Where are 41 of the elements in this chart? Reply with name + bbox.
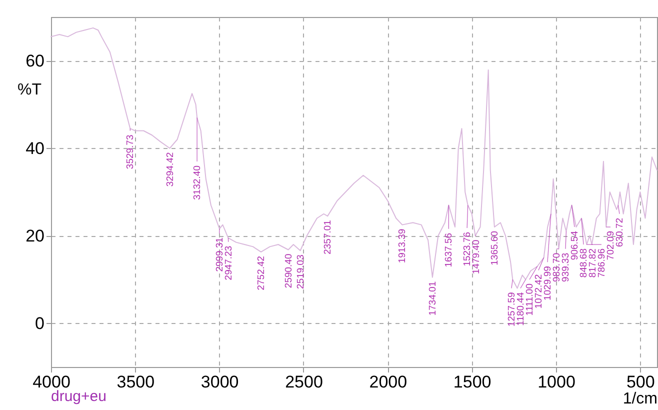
x-tick-label: 1000: [538, 372, 576, 392]
x-axis-title: 1/cm: [622, 390, 658, 408]
annotation: 939.33: [560, 252, 572, 282]
annotation: 1913.39: [397, 228, 408, 264]
annotation: 2590.40: [283, 254, 294, 288]
annotation: 2357.01: [322, 220, 334, 254]
annotation: 786.96: [596, 248, 608, 278]
annotation: 1523.76: [462, 232, 474, 266]
annotation: 1734.01: [427, 281, 438, 316]
annotation: 848.68: [578, 248, 590, 278]
annotation: 983.70: [551, 252, 562, 282]
annotation: 1111.00: [524, 284, 536, 316]
annotation: 1637.56: [444, 232, 455, 268]
annotation: 1479.40: [471, 240, 482, 274]
annotation: 2519.03: [295, 254, 306, 289]
annotation: 1180.44: [515, 292, 526, 326]
annotation: 702.09: [605, 231, 616, 260]
x-tick-label: 500: [626, 372, 655, 392]
annotation: 817.82: [587, 248, 598, 278]
annotation: 2752.42: [256, 256, 268, 290]
x-tick-label: 3500: [116, 372, 155, 392]
y-tick-label: 20: [26, 226, 44, 246]
y-tick-label: 60: [26, 51, 44, 70]
annotation: 2999.31: [214, 237, 226, 272]
y-tick-label: 40: [26, 138, 44, 158]
y-axis-title: %T: [18, 82, 42, 98]
x-tick-label: 2000: [369, 372, 408, 392]
annotation: 906.54: [569, 231, 580, 260]
annotation: 3132.40: [192, 166, 204, 200]
y-tick-label: 0: [35, 314, 44, 333]
annotation: 630.72: [614, 218, 626, 247]
annotation: 1365.60: [489, 231, 500, 266]
annotation: 3294.42: [164, 152, 176, 187]
x-tick-label: 2500: [285, 372, 323, 392]
annotation: 1257.59: [506, 292, 518, 327]
x-tick-label: 3000: [200, 372, 239, 392]
annotation: 2947.23: [223, 246, 234, 280]
annotation: 1029.99: [542, 266, 554, 300]
annotation: 1072.42: [533, 274, 544, 309]
annotation: 3529.73: [125, 134, 136, 170]
x-tick-label: 1500: [453, 372, 492, 392]
